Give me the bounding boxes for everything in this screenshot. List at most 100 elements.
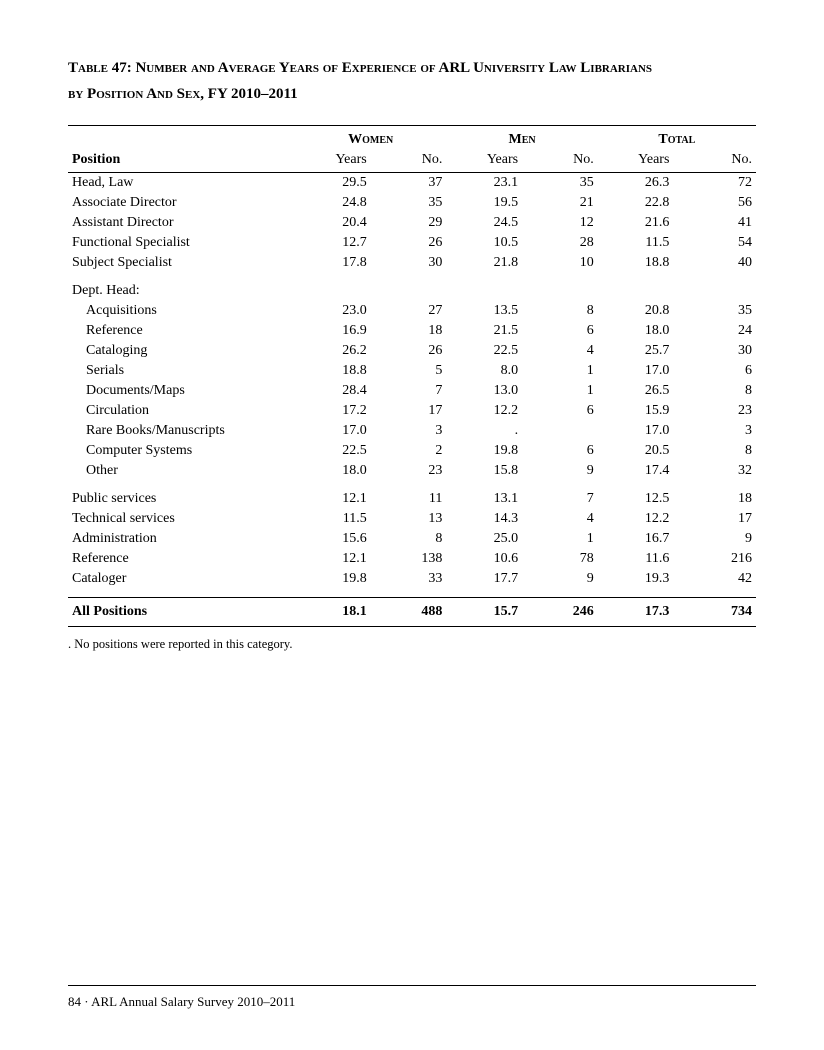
cell: 56	[673, 193, 756, 213]
cell: 54	[673, 233, 756, 253]
cell: 13.5	[446, 301, 522, 321]
cell-position: Circulation	[68, 401, 295, 421]
cell: 22.5	[295, 441, 371, 461]
cell-position: Other	[68, 461, 295, 481]
cell: 10	[522, 253, 598, 273]
cell: 11.5	[295, 509, 371, 529]
cell: 18.8	[295, 361, 371, 381]
cell: 138	[371, 549, 447, 569]
header-position: Position	[68, 150, 295, 173]
cell-position: Administration	[68, 529, 295, 549]
table-row: Reference12.113810.67811.6216	[68, 549, 756, 569]
cell: 17.0	[598, 361, 674, 381]
cell: 23.1	[446, 173, 522, 194]
cell: 28	[522, 233, 598, 253]
cell: 26.3	[598, 173, 674, 194]
cell-position: Cataloging	[68, 341, 295, 361]
cell: 24.8	[295, 193, 371, 213]
cell: 5	[371, 361, 447, 381]
cell: 7	[522, 481, 598, 509]
header-women: Women	[295, 126, 446, 151]
cell: 9	[522, 461, 598, 481]
cell: 246	[522, 598, 598, 627]
cell-position: Reference	[68, 321, 295, 341]
cell: 30	[673, 341, 756, 361]
cell: 10.5	[446, 233, 522, 253]
cell: 12.7	[295, 233, 371, 253]
cell-position: Subject Specialist	[68, 253, 295, 273]
cell: 4	[522, 341, 598, 361]
cell: 21	[522, 193, 598, 213]
cell: 1	[522, 529, 598, 549]
cell: 37	[371, 173, 447, 194]
cell: 32	[673, 461, 756, 481]
cell: 17.3	[598, 598, 674, 627]
cell: 20.5	[598, 441, 674, 461]
cell: 21.8	[446, 253, 522, 273]
table-row: Associate Director24.83519.52122.856	[68, 193, 756, 213]
cell-position: Computer Systems	[68, 441, 295, 461]
cell: 734	[673, 598, 756, 627]
table-row: Cataloger19.83317.7919.342	[68, 569, 756, 589]
cell: 23.0	[295, 301, 371, 321]
cell: 12	[522, 213, 598, 233]
cell: 17.0	[598, 421, 674, 441]
cell: 13.0	[446, 381, 522, 401]
table-row: Administration15.6825.0116.79	[68, 529, 756, 549]
cell: 12.5	[598, 481, 674, 509]
cell-position: Rare Books/Manuscripts	[68, 421, 295, 441]
cell: 23	[371, 461, 447, 481]
cell-position: Reference	[68, 549, 295, 569]
cell: 19.5	[446, 193, 522, 213]
header-no: No.	[522, 150, 598, 173]
table-row: Serials18.858.0117.06	[68, 361, 756, 381]
table-row: Circulation17.21712.2615.923	[68, 401, 756, 421]
cell: 24.5	[446, 213, 522, 233]
title-line-1: Table 47: Number and Average Years of Ex…	[68, 60, 652, 76]
table-body: Head, Law29.53723.13526.372Associate Dir…	[68, 173, 756, 627]
cell: 18	[371, 321, 447, 341]
title-line-2: by Position And Sex, FY 2010–2011	[68, 86, 298, 102]
cell: 6	[522, 321, 598, 341]
cell: 8	[522, 301, 598, 321]
cell: 10.6	[446, 549, 522, 569]
cell-position: Serials	[68, 361, 295, 381]
cell: 14.3	[446, 509, 522, 529]
cell: 9	[522, 569, 598, 589]
cell-position: Cataloger	[68, 569, 295, 589]
table-row: Documents/Maps28.4713.0126.58	[68, 381, 756, 401]
cell: 16.7	[598, 529, 674, 549]
cell: 12.1	[295, 481, 371, 509]
table-row: Rare Books/Manuscripts17.03.17.03	[68, 421, 756, 441]
cell: 216	[673, 549, 756, 569]
cell: 72	[673, 173, 756, 194]
cell: 35	[522, 173, 598, 194]
cell: 20.8	[598, 301, 674, 321]
header-years: Years	[598, 150, 674, 173]
cell: 15.8	[446, 461, 522, 481]
cell: 11.5	[598, 233, 674, 253]
cell: 7	[371, 381, 447, 401]
table-row: Acquisitions23.02713.5820.835	[68, 301, 756, 321]
cell: 1	[522, 361, 598, 381]
cell: 12.1	[295, 549, 371, 569]
cell: 17.0	[295, 421, 371, 441]
header-no: No.	[673, 150, 756, 173]
cell: 26.5	[598, 381, 674, 401]
cell: 9	[673, 529, 756, 549]
cell: 8	[673, 441, 756, 461]
cell: 488	[371, 598, 447, 627]
table-row: Computer Systems22.5219.8620.58	[68, 441, 756, 461]
cell: 18.0	[598, 321, 674, 341]
table-row: Cataloging26.22622.5425.730	[68, 341, 756, 361]
cell: 35	[371, 193, 447, 213]
cell: 8	[371, 529, 447, 549]
cell-position: Public services	[68, 481, 295, 509]
header-sub-row: Position Years No. Years No. Years No.	[68, 150, 756, 173]
cell: 11.6	[598, 549, 674, 569]
cell-position: Technical services	[68, 509, 295, 529]
table-row: Assistant Director20.42924.51221.641	[68, 213, 756, 233]
cell: 30	[371, 253, 447, 273]
table-row: Subject Specialist17.83021.81018.840	[68, 253, 756, 273]
cell: 20.4	[295, 213, 371, 233]
